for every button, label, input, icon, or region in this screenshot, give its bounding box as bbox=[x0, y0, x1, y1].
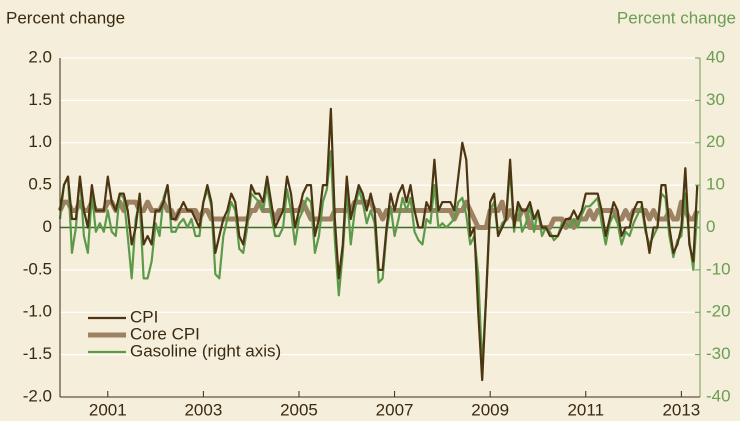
x-tick-label: 2009 bbox=[471, 400, 509, 419]
y-tick-label: 1.0 bbox=[28, 132, 52, 151]
y2-tick-label: 40 bbox=[706, 47, 725, 66]
y-tick-label: -1.0 bbox=[23, 302, 52, 321]
y2-tick-label: 0 bbox=[706, 217, 715, 236]
y2-tick-label: -40 bbox=[706, 386, 731, 405]
y-tick-label: -1.5 bbox=[23, 344, 52, 363]
y-tick-label: -0.5 bbox=[23, 259, 52, 278]
x-tick-label: 2011 bbox=[567, 400, 604, 419]
legend-label: CPI bbox=[130, 307, 158, 326]
x-tick-label: 2003 bbox=[184, 400, 222, 419]
y2-tick-label: 10 bbox=[706, 175, 725, 194]
x-tick-label: 2005 bbox=[280, 400, 318, 419]
y-tick-label: -2.0 bbox=[23, 386, 52, 405]
x-tick-label: 2007 bbox=[376, 400, 414, 419]
lines bbox=[57, 107, 700, 382]
y2-tick-label: -20 bbox=[706, 302, 731, 321]
y-tick-label: 0 bbox=[43, 217, 52, 236]
legend-label: Gasoline (right axis) bbox=[130, 341, 281, 360]
y2-axis-label: Percent change bbox=[617, 8, 736, 27]
y2-tick-label: -10 bbox=[706, 259, 731, 278]
series-line bbox=[58, 107, 699, 382]
series-line bbox=[57, 199, 700, 230]
y-tick-label: 2.0 bbox=[28, 47, 52, 66]
y2-tick-label: 30 bbox=[706, 90, 725, 109]
y2-tick-label: 20 bbox=[706, 132, 725, 151]
y-tick-label: 0.5 bbox=[28, 175, 52, 194]
y-tick-label: 1.5 bbox=[28, 90, 52, 109]
y2-tick-label: -30 bbox=[706, 344, 731, 363]
legend-label: Core CPI bbox=[130, 324, 200, 343]
x-tick-label: 2001 bbox=[89, 400, 127, 419]
y-axis-label: Percent change bbox=[6, 8, 125, 27]
x-tick-label: 2013 bbox=[662, 400, 700, 419]
axes: -2.0 -1.5 -1.0 -0.5 0 0.5 1.0 1.5 2.0 -40 -30 -20 -1… bbox=[23, 47, 731, 419]
